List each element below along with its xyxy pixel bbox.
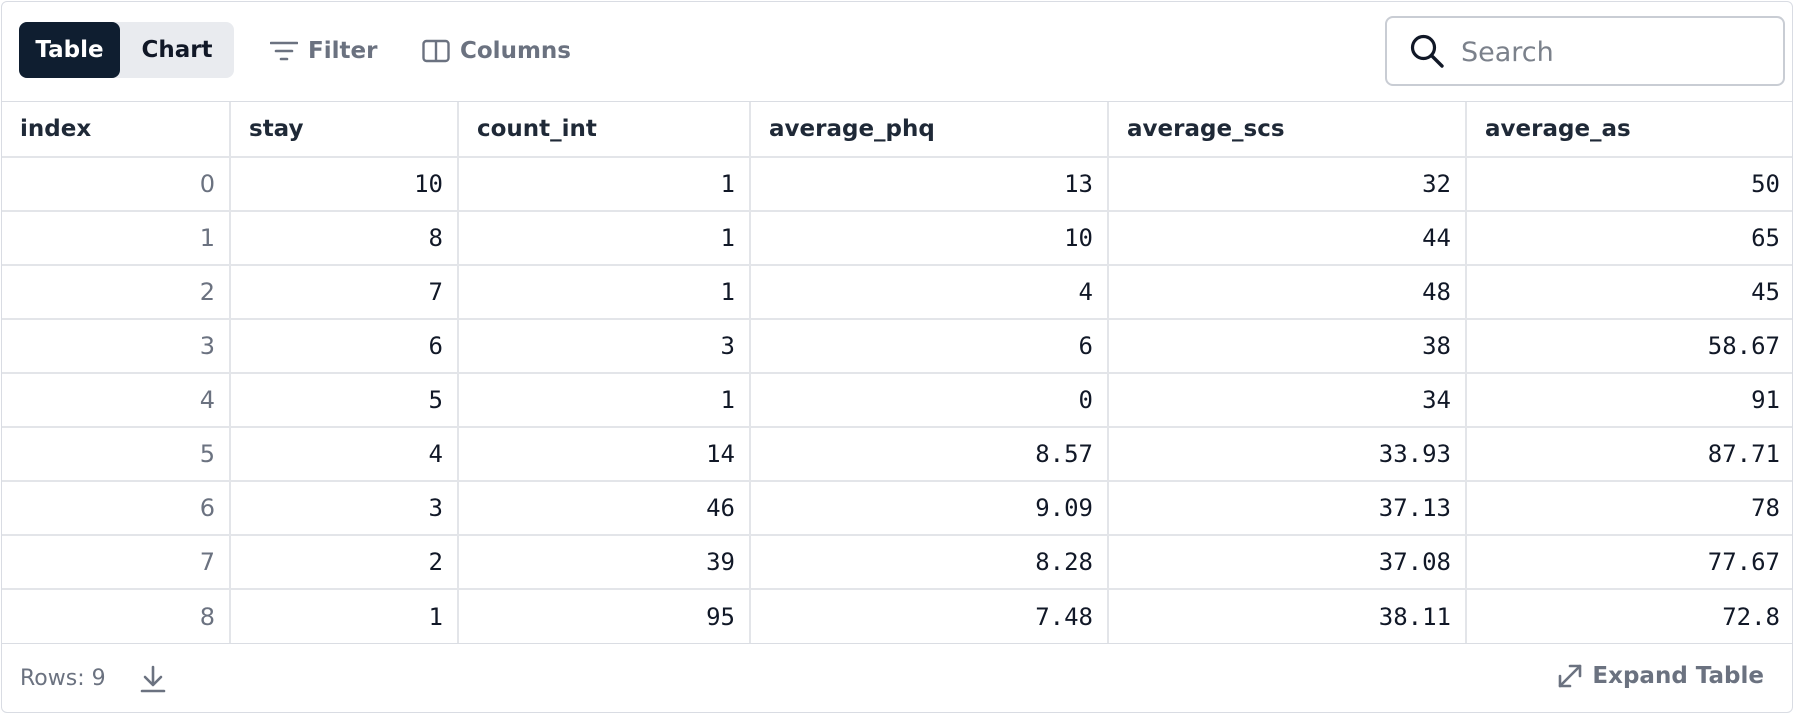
columns-icon	[422, 39, 450, 63]
filter-icon	[270, 41, 298, 61]
expand-table-button[interactable]: Expand Table	[1556, 662, 1764, 690]
table-cell-index: 5	[2, 427, 231, 482]
table-cell-average-phq: 8.57	[750, 427, 1109, 482]
table-cell-average-phq: 6	[750, 319, 1109, 374]
expand-icon	[1559, 664, 1582, 688]
table-row: 3 6 3 6 38 58.67	[2, 319, 1792, 374]
view-toggle: Table Chart	[19, 22, 234, 78]
table-cell-average-as: 87.71	[1466, 427, 1792, 482]
table-cell-average-scs: 32	[1108, 157, 1467, 212]
table-cell-count-int: 1	[458, 157, 751, 212]
column-header-stay[interactable]: stay	[230, 102, 459, 158]
column-header-average-phq[interactable]: average_phq	[750, 102, 1109, 158]
table-cell-average-scs: 38	[1108, 319, 1467, 374]
table-cell-average-as: 72.8	[1722, 602, 1780, 631]
table-cell-average-scs: 48	[1108, 265, 1467, 320]
table-cell-index: 8	[2, 589, 231, 643]
table-cell-average-phq: 4	[750, 265, 1109, 320]
filter-button[interactable]: Filter	[270, 30, 377, 72]
table-footer: Rows: 9 Expand Table	[2, 644, 1792, 712]
table-cell-average-as: 78	[1466, 481, 1792, 536]
column-header-index[interactable]: index	[2, 102, 231, 158]
data-table: index stay count_int average_phq average_scs…	[2, 102, 1792, 643]
table-cell-average-phq: 13	[750, 157, 1109, 212]
search-icon	[1410, 34, 1444, 68]
table-cell-average-scs: 33.93	[1108, 427, 1467, 482]
table-cell-average-phq: 10	[750, 211, 1109, 266]
table-cell-count-int: 39	[458, 535, 751, 590]
table-cell-stay: 2	[230, 535, 459, 590]
table-cell-stay: 6	[230, 319, 459, 374]
table-cell-stay: 4	[230, 427, 459, 482]
table-cell-stay: 1	[230, 589, 459, 643]
table-cell-average-as: 58.67	[1466, 319, 1792, 374]
table-cell-count-int: 46	[458, 481, 751, 536]
table-cell-average-as: 45	[1466, 265, 1792, 320]
table-header-row: index stay count_int average_phq average_scs…	[2, 102, 1792, 158]
search-input[interactable]	[1459, 30, 1773, 74]
table-cell-average-scs: 37.08	[1108, 535, 1467, 590]
table-cell-average-scs: 38.11	[1108, 589, 1467, 643]
expand-table-label: Expand Table	[1592, 663, 1764, 689]
chart-view-button[interactable]: Chart	[141, 37, 213, 63]
column-header-count-int[interactable]: count_int	[458, 102, 751, 158]
table-row: 1 8 1 10 44 65	[2, 211, 1792, 266]
table-cell-average-phq: 7.48	[750, 589, 1109, 643]
table-cell-average-as: 65	[1466, 211, 1792, 266]
rows-count: Rows: 9	[20, 666, 106, 691]
table-row: 6 3 46 9.09 37.13 78	[2, 481, 1792, 536]
table-cell-count-int: 1	[458, 265, 751, 320]
table-cell-average-as: 50	[1466, 157, 1792, 212]
table-cell-average-as: 77.67	[1466, 535, 1792, 590]
table-cell-average-scs: 44	[1108, 211, 1467, 266]
table-cell-count-int: 3	[458, 319, 751, 374]
table-cell-average-phq: 9.09	[750, 481, 1109, 536]
download-icon	[140, 665, 166, 693]
columns-button[interactable]: Columns	[422, 30, 571, 72]
table-cell-average-phq: 8.28	[750, 535, 1109, 590]
table-row: 2 7 1 4 48 45	[2, 265, 1792, 320]
table-cell-index: 7	[2, 535, 231, 590]
table-cell-index: 3	[2, 319, 231, 374]
table-cell-index: 1	[2, 211, 231, 266]
table-cell-average-scs: 34	[1108, 373, 1467, 428]
table-cell-index: 4	[2, 373, 231, 428]
table-cell-stay: 10	[230, 157, 459, 212]
table-toolbar: Table Chart Filter Columns	[2, 2, 1792, 101]
table-row: 7 2 39 8.28 37.08 77.67	[2, 535, 1792, 590]
search-box[interactable]	[1385, 16, 1785, 86]
table-cell-count-int: 95	[458, 589, 751, 643]
table-cell-stay: 5	[230, 373, 459, 428]
table-cell-average-phq: 0	[750, 373, 1109, 428]
columns-label: Columns	[460, 38, 571, 64]
table-cell-index: 2	[2, 265, 231, 320]
column-header-average-as[interactable]: average_as	[1466, 102, 1792, 158]
table-cell-count-int: 14	[458, 427, 751, 482]
table-cell-stay: 8	[230, 211, 459, 266]
table-container: index stay count_int average_phq average_scs…	[2, 101, 1792, 644]
table-cell-average-as: 91	[1466, 373, 1792, 428]
table-cell-stay: 3	[230, 481, 459, 536]
table-row: 0 10 1 13 32 50	[2, 157, 1792, 212]
table-view-button[interactable]: Table	[19, 22, 120, 78]
table-row: 4 5 1 0 34 91	[2, 373, 1792, 428]
column-header-average-scs[interactable]: average_scs	[1108, 102, 1467, 158]
table-cell-index: 6	[2, 481, 231, 536]
table-cell-count-int: 1	[458, 211, 751, 266]
table-cell-index: 0	[2, 157, 231, 212]
table-row: 5 4 14 8.57 33.93 87.71	[2, 427, 1792, 482]
filter-label: Filter	[308, 38, 378, 64]
table-cell-average-scs: 37.13	[1108, 481, 1467, 536]
table-row: 8 1 95 7.48 38.11 72.8	[2, 589, 1792, 643]
table-body: 0 10 1 13 32 50 1 8 1 10 44 65 2 7 1 4 48 45 3 6 3 6 38 58.67 4 5…	[2, 157, 1792, 643]
download-button[interactable]	[139, 664, 167, 698]
table-cell-count-int: 1	[458, 373, 751, 428]
table-cell-stay: 7	[230, 265, 459, 320]
